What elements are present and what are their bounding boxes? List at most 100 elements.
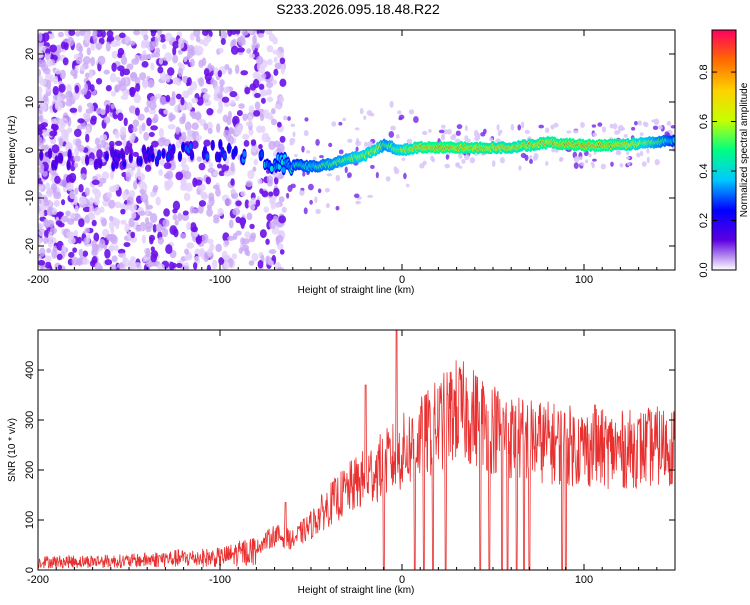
spectrogram-noise-cell — [223, 260, 230, 270]
spectrogram-noise-cell — [455, 130, 461, 136]
spectrogram-noise-cell — [268, 33, 276, 42]
spectrogram-noise-cell — [111, 255, 118, 263]
spectrogram-ridge-mid — [210, 142, 215, 149]
spectrogram-noise-cell — [95, 77, 103, 85]
spectrogram-noise-cell — [67, 236, 76, 245]
spectrogram-noise-cell — [326, 173, 333, 177]
spectrogram-noise-cell — [167, 67, 175, 76]
spectrogram-noise-cell — [446, 128, 452, 135]
spectrogram-noise-cell — [96, 149, 103, 159]
spectrogram-noise-cell — [108, 220, 115, 231]
spectrogram-noise-cell — [81, 155, 87, 165]
spectrogram-noise-cell — [47, 240, 53, 248]
spectrogram-ridge-mid — [189, 143, 193, 150]
spectrogram-ridge-mid — [59, 155, 63, 162]
spectrogram-noise-cell — [122, 68, 131, 76]
spectrogram-noise-cell — [106, 233, 114, 241]
spectrogram-noise-cell — [315, 138, 320, 146]
spectrogram-noise-cell — [249, 83, 257, 91]
spectrogram-noise-cell — [224, 240, 230, 246]
spectrogram-noise-cell — [207, 167, 216, 174]
spectrogram-noise-cell — [199, 247, 205, 257]
spectrogram-noise-cell — [554, 148, 559, 153]
spectrogram-noise-cell — [355, 200, 361, 205]
spectrogram-noise-cell — [48, 231, 53, 242]
spectrogram-noise-cell — [257, 260, 264, 269]
spectrogram-noise-cell — [123, 117, 128, 127]
spectrogram-ridge-mid — [260, 151, 264, 158]
spectrogram-noise-cell — [413, 116, 419, 124]
spectrogram-noise-cell — [403, 172, 407, 180]
spectrogram-noise-cell — [214, 85, 221, 95]
spectrogram-noise-cell — [198, 59, 204, 68]
spectrogram-noise-cell — [257, 32, 264, 38]
spectrogram-noise-cell — [303, 130, 309, 137]
spectrogram-noise-cell — [114, 84, 121, 93]
spectrogram-noise-cell — [69, 212, 76, 220]
spectrogram-noise-cell — [338, 149, 344, 155]
spectrogram-noise-cell — [58, 137, 64, 146]
spectrogram-y-label: Frequency (Hz) — [7, 116, 18, 185]
spectrogram-noise-cell — [626, 162, 631, 166]
spectrogram-noise-cell — [217, 207, 224, 217]
spectrogram-noise-cell — [217, 99, 223, 108]
spectrogram-noise-cell — [643, 121, 647, 127]
spectrogram-noise-cell — [464, 135, 469, 142]
spectrogram-noise-cell — [206, 35, 212, 43]
spectrogram-noise-cell — [43, 93, 49, 103]
spectrogram-noise-cell — [132, 126, 138, 133]
spectrogram-noise-cell — [222, 114, 229, 123]
spectrogram-noise-cell — [450, 135, 456, 141]
spectrogram-noise-cell — [266, 45, 274, 53]
spectrogram-noise-cell — [239, 217, 247, 226]
spectrogram-ridge-mid — [181, 143, 186, 151]
spectrogram-noise-cell — [133, 30, 141, 36]
spectrogram-y-ticks: -20 -10 0 10 20 — [24, 48, 675, 254]
spectrogram-noise-cell — [366, 110, 373, 116]
spectrogram-noise-cell — [161, 43, 167, 50]
spectrogram-noise-cell — [218, 47, 224, 54]
spectrogram-noise-cell — [143, 34, 149, 41]
spectrogram-noise-cell — [227, 235, 235, 241]
spectrogram-noise-cell — [165, 244, 173, 255]
spectrogram-noise-cell — [268, 249, 277, 255]
snr-x-ticks: -200 -100 0 100 — [27, 330, 676, 586]
spectrogram-noise-cell — [186, 221, 191, 231]
spectrogram-noise-cell — [270, 107, 276, 115]
spectrogram-noise-cell — [529, 159, 534, 165]
spectrogram-noise-cell — [637, 120, 642, 126]
spectrogram-noise-cell — [559, 156, 564, 162]
spectrogram-noise-cell — [177, 67, 183, 77]
spectrogram-noise-cell — [175, 171, 184, 181]
spectrogram-noise-cell — [421, 130, 428, 136]
spectrogram-noise-cell — [388, 130, 395, 138]
spectrogram-noise-cell — [183, 56, 188, 63]
spectrogram-noise-cell — [240, 190, 246, 197]
spectrogram-noise-cell — [389, 100, 394, 108]
spectrogram-noise-cell — [46, 248, 52, 254]
spectrogram-noise-cell — [281, 206, 287, 213]
spectrogram-noise-cell — [150, 253, 158, 263]
spectrogram-noise-cell — [202, 30, 209, 36]
spectrogram-noise-cell — [250, 146, 257, 153]
colorbar-tick-label: 0.0 — [698, 262, 710, 277]
spectrogram-noise-cell — [94, 262, 102, 270]
spectrogram-noise-cell — [201, 233, 209, 244]
spectrogram-noise-cell — [90, 56, 96, 67]
spectrogram-noise-cell — [192, 262, 198, 270]
spectrogram-noise-cell — [177, 40, 185, 49]
spectrogram-noise-cell — [65, 182, 74, 192]
spectrogram-noise-cell — [154, 51, 161, 58]
spectrogram-noise-cell — [52, 85, 59, 96]
spectrogram-noise-cell — [83, 31, 91, 42]
spectrogram-noise-cell — [279, 57, 286, 65]
spectrogram-noise-cell — [168, 97, 176, 107]
spectrogram-noise-cell — [141, 234, 147, 244]
spectrogram-noise-cell — [80, 173, 87, 180]
spectrogram-noise-cell — [162, 219, 170, 228]
spectrogram-image — [38, 30, 675, 270]
spectrogram-noise-cell — [159, 96, 167, 106]
spectrogram-noise-cell — [221, 250, 228, 260]
spectrogram-noise-cell — [269, 220, 276, 230]
spectrogram-noise-cell — [163, 162, 172, 170]
